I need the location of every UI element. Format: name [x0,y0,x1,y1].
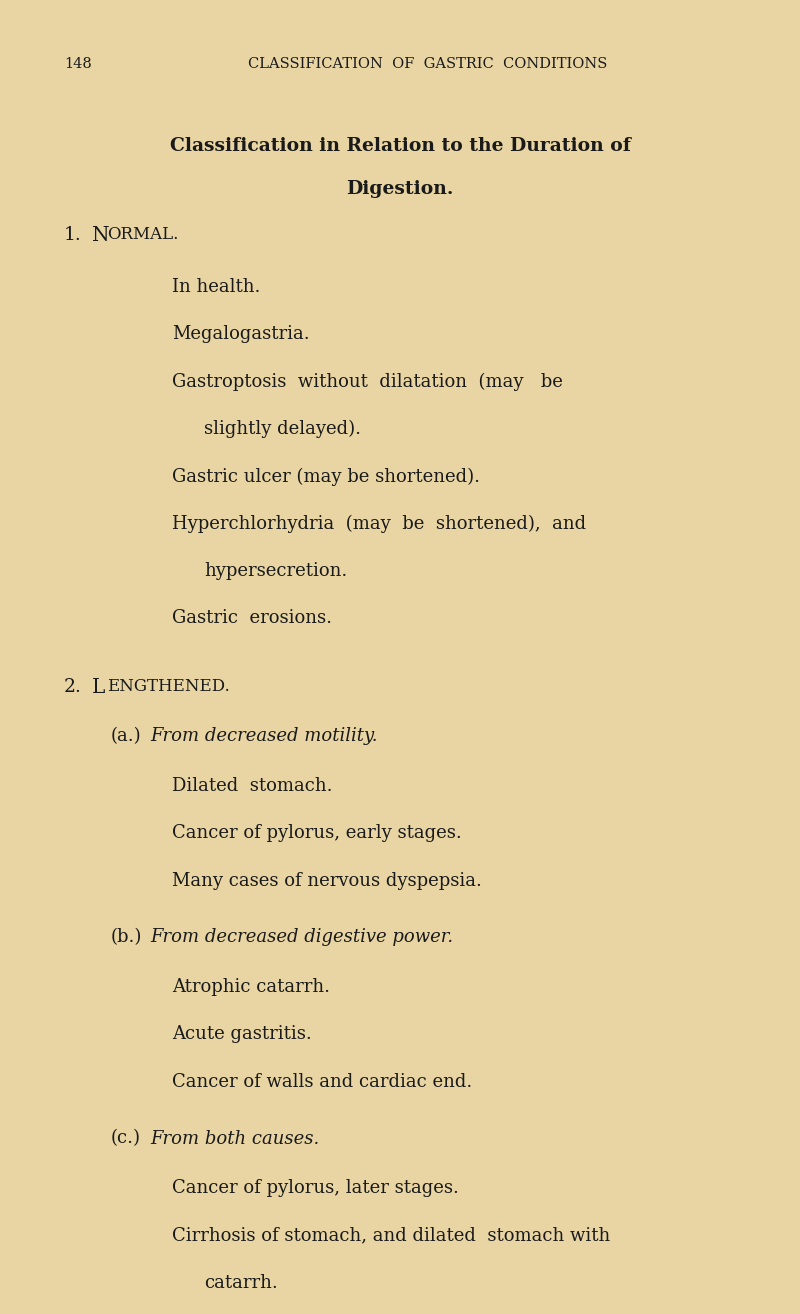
Text: Gastric  erosions.: Gastric erosions. [172,610,332,627]
Text: Hyperchlorhydria  (may  be  shortened),  and: Hyperchlorhydria (may be shortened), and [172,515,586,532]
Text: Acute gastritis.: Acute gastritis. [172,1025,312,1043]
Text: catarrh.: catarrh. [204,1273,278,1292]
Text: From decreased digestive power.: From decreased digestive power. [150,929,454,946]
Text: Classification in Relation to the Duration of: Classification in Relation to the Durati… [170,137,630,155]
Text: Gastric ulcer (may be shortened).: Gastric ulcer (may be shortened). [172,468,480,485]
Text: From both causes.: From both causes. [150,1130,320,1147]
Text: Many cases of nervous dyspepsia.: Many cases of nervous dyspepsia. [172,871,482,890]
Text: (c.): (c.) [110,1130,141,1147]
Text: CLASSIFICATION  OF  GASTRIC  CONDITIONS: CLASSIFICATION OF GASTRIC CONDITIONS [248,57,608,71]
Text: ORMAL.: ORMAL. [107,226,178,243]
Text: 148: 148 [64,57,92,71]
Text: slightly delayed).: slightly delayed). [204,420,361,438]
Text: Atrophic catarrh.: Atrophic catarrh. [172,978,330,996]
Text: (a.): (a.) [110,728,141,745]
Text: 1.: 1. [64,226,82,244]
Text: Cirrhosis of stomach, and dilated  stomach with: Cirrhosis of stomach, and dilated stomac… [172,1226,610,1244]
Text: From decreased motility.: From decreased motility. [150,728,378,745]
Text: Gastroptosis  without  dilatation  (may   be: Gastroptosis without dilatation (may be [172,373,563,390]
Text: hypersecretion.: hypersecretion. [204,562,347,579]
Text: Dilated  stomach.: Dilated stomach. [172,777,333,795]
Text: Digestion.: Digestion. [346,180,454,198]
Text: 2.: 2. [64,678,82,695]
Text: In health.: In health. [172,279,260,296]
Text: (b.): (b.) [110,929,142,946]
Text: Cancer of walls and cardiac end.: Cancer of walls and cardiac end. [172,1072,472,1091]
Text: Cancer of pylorus, early stages.: Cancer of pylorus, early stages. [172,824,462,842]
Text: L: L [92,678,106,696]
Text: Cancer of pylorus, later stages.: Cancer of pylorus, later stages. [172,1179,459,1197]
Text: ENGTHENED.: ENGTHENED. [107,678,230,695]
Text: Megalogastria.: Megalogastria. [172,326,310,343]
Text: N: N [92,226,110,244]
